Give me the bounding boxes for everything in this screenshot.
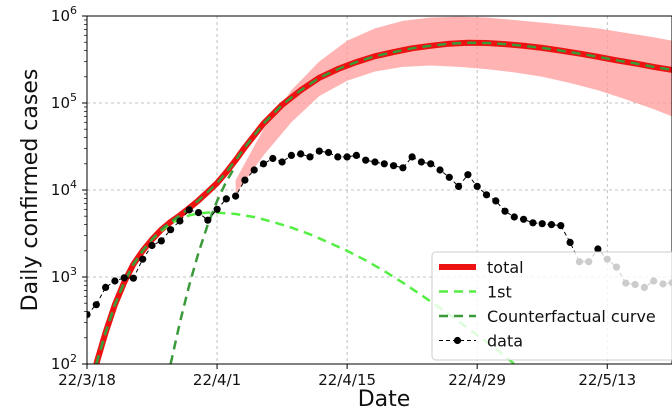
y-tick-base: 10 — [51, 268, 70, 286]
legend-swatch-data-marker — [453, 336, 462, 345]
series-counterfactual-line — [95, 41, 672, 364]
plot-area — [87, 16, 672, 364]
data-point — [157, 237, 165, 245]
y-tick-label: 105 — [51, 91, 77, 112]
data-point — [232, 192, 240, 200]
data-point — [176, 217, 184, 225]
x-tick-label: 22/5/13 — [578, 371, 636, 389]
data-point — [87, 311, 91, 319]
axes — [82, 15, 672, 369]
data-point — [408, 153, 416, 161]
data-point — [482, 191, 491, 199]
data-point — [538, 220, 546, 228]
data-point — [473, 182, 481, 190]
data-point — [427, 160, 435, 168]
y-tick-exponent: 6 — [70, 4, 77, 17]
x-tick-label: 22/3/18 — [58, 371, 116, 389]
data-point — [148, 241, 156, 250]
data-point — [129, 274, 137, 282]
data-point — [399, 164, 407, 172]
data-point — [455, 182, 463, 190]
data-point — [594, 245, 602, 253]
data-point — [343, 153, 351, 161]
data-point — [102, 283, 110, 291]
data-point — [547, 221, 556, 229]
data-point — [241, 176, 249, 184]
data-point — [297, 150, 305, 158]
data-point — [315, 147, 323, 155]
data-point — [417, 158, 425, 166]
data-point — [222, 195, 230, 203]
data-point — [529, 219, 537, 227]
series-2nd-line — [169, 165, 237, 364]
data-point — [334, 153, 342, 161]
legend-label: 1st — [487, 283, 512, 302]
data-point — [120, 274, 128, 282]
y-tick-exponent: 3 — [70, 265, 77, 278]
data-point — [213, 205, 221, 213]
data-point — [390, 162, 398, 170]
data-point — [362, 156, 370, 164]
data-point — [520, 215, 528, 223]
y-tick-label: 102 — [51, 352, 77, 373]
x-tick-label: 22/4/29 — [448, 371, 506, 389]
legend-label: Counterfactual curve — [487, 307, 656, 326]
data-point — [492, 197, 500, 205]
y-tick-exponent: 4 — [70, 178, 77, 191]
y-tick-label: 103 — [51, 265, 77, 286]
x-tick-labels: 22/3/18 22/4/1 22/4/15 22/4/29 22/5/13 — [58, 371, 636, 389]
x-tick-label: 22/4/15 — [318, 371, 376, 389]
y-tick-label: 106 — [51, 4, 77, 25]
data-point — [287, 151, 295, 159]
data-point — [436, 166, 444, 174]
y-tick-label: 104 — [51, 178, 77, 199]
y-tick-base: 10 — [51, 94, 70, 112]
data-point — [250, 166, 258, 174]
legend-box — [431, 251, 672, 361]
data-point — [380, 160, 388, 168]
data-point — [464, 171, 472, 179]
data-point — [185, 206, 193, 214]
plot-frame — [86, 15, 672, 365]
data-point — [139, 255, 147, 263]
data-point — [371, 158, 379, 166]
data-point — [306, 153, 314, 161]
data-point — [557, 222, 565, 230]
data-point — [510, 213, 518, 221]
data-point — [566, 238, 574, 246]
data-point — [269, 154, 277, 163]
y-axis-label: Daily confirmed cases — [18, 69, 43, 312]
data-point — [445, 173, 453, 181]
data-point — [194, 209, 203, 217]
legend: total 1st Counterfactual curve data — [431, 251, 672, 361]
x-tick-label: 22/4/1 — [193, 371, 241, 389]
data-point — [259, 160, 268, 168]
data-point — [352, 151, 360, 159]
data-point — [111, 277, 119, 285]
legend-label: data — [487, 332, 523, 351]
legend-label: total — [487, 258, 524, 277]
data-point — [278, 158, 286, 166]
data-point — [324, 148, 333, 157]
data-point — [167, 226, 175, 234]
y-tick-exponent: 5 — [70, 91, 77, 104]
data-point — [204, 216, 212, 224]
data-point — [92, 301, 100, 309]
y-tick-base: 10 — [51, 181, 70, 199]
y-tick-base: 10 — [51, 7, 70, 25]
data-point — [501, 207, 509, 215]
total-uncertainty-band — [235, 16, 672, 194]
x-axis-label: Date — [358, 387, 411, 412]
y-tick-base: 10 — [51, 355, 70, 373]
y-tick-exponent: 2 — [70, 352, 77, 365]
